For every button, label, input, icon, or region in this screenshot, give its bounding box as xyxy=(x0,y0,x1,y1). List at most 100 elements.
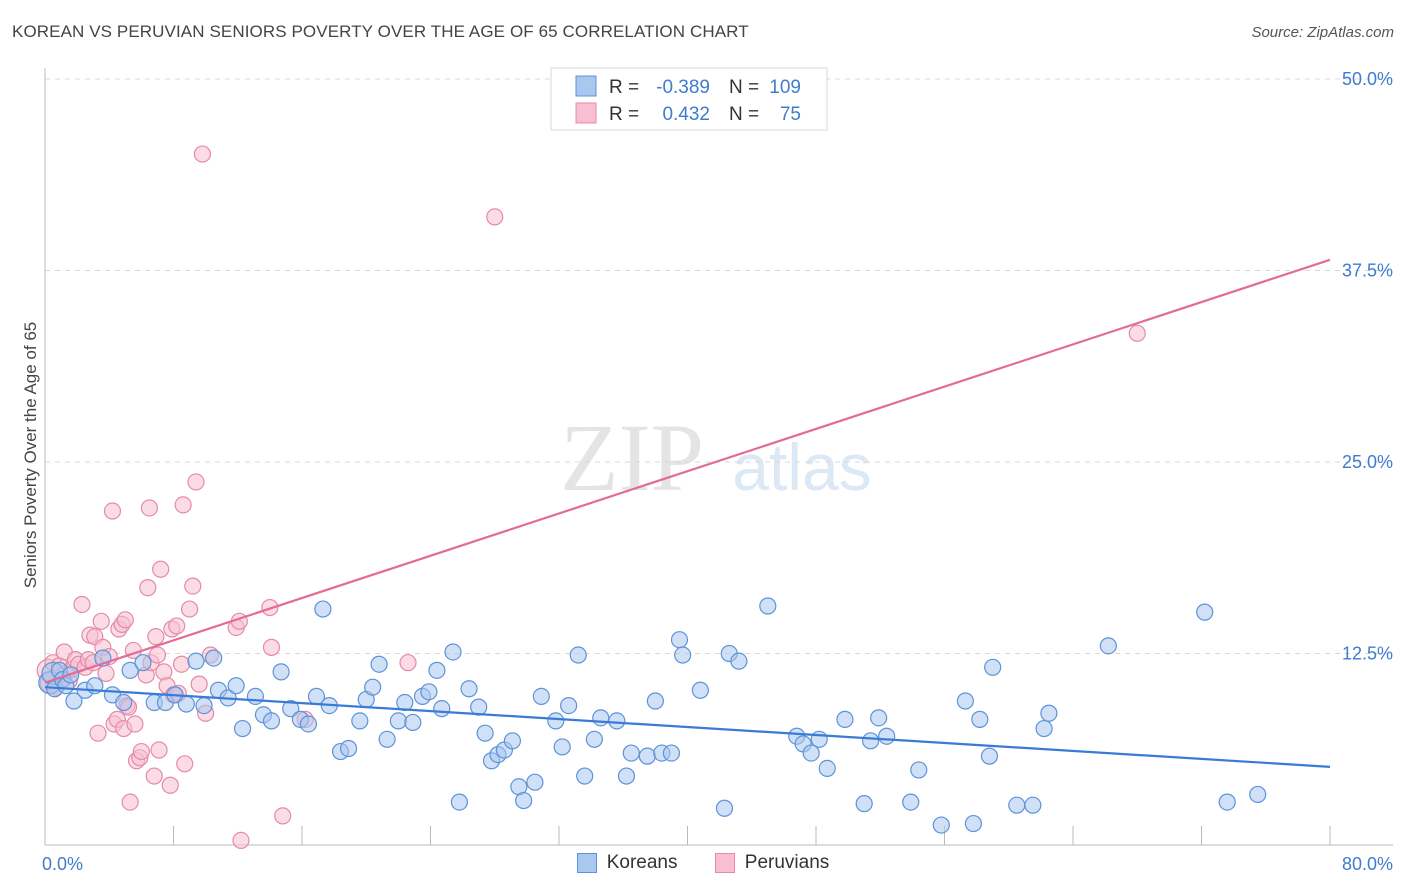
korean-point xyxy=(862,732,880,750)
peruvian-point xyxy=(147,628,165,646)
peruvians-points xyxy=(36,145,1146,850)
korean-point xyxy=(314,600,332,618)
korean-point xyxy=(370,655,388,673)
peruvian-point xyxy=(172,655,191,673)
bottom-legend: Koreans Peruvians xyxy=(0,852,1406,879)
korean-point xyxy=(576,767,594,785)
korean-point xyxy=(674,646,692,664)
korean-point xyxy=(560,696,578,715)
korean-point xyxy=(420,683,438,701)
peruvian-point xyxy=(132,742,150,761)
peruvian-point xyxy=(92,612,110,630)
korean-point xyxy=(404,713,422,732)
korean-point xyxy=(378,730,396,748)
korean-point xyxy=(818,759,836,778)
chart-title: KOREAN VS PERUVIAN SENIORS POVERTY OVER … xyxy=(12,22,749,41)
korean-point xyxy=(670,631,689,649)
peruvians-legend-swatch xyxy=(575,102,597,124)
korean-point xyxy=(227,677,245,695)
watermark-zip: ZIP xyxy=(560,404,704,511)
korean-point xyxy=(1218,793,1236,811)
korean-point xyxy=(1035,719,1053,738)
axes xyxy=(44,68,1393,846)
peruvian-point xyxy=(486,208,504,226)
y-axis-label: Seniors Poverty Over the Age of 65 xyxy=(21,322,40,588)
peruvian-point xyxy=(193,145,212,163)
korean-point xyxy=(299,715,318,733)
source-label: Source: ZipAtlas.com xyxy=(1251,24,1394,41)
peruvian-point xyxy=(399,654,417,672)
peruvian-point xyxy=(145,767,163,785)
korean-point xyxy=(932,816,950,834)
korean-point xyxy=(433,700,451,718)
koreans-r-label: R = xyxy=(609,77,639,98)
stats-legend-box xyxy=(550,67,828,131)
peruvian-point xyxy=(140,499,159,517)
korean-point xyxy=(592,709,610,727)
koreans-swatch xyxy=(576,853,597,873)
peruvian-point xyxy=(168,617,186,635)
korean-point xyxy=(1008,796,1026,814)
peruvian-point xyxy=(176,755,194,773)
peruvian-point xyxy=(152,560,170,578)
koreans-trend-line xyxy=(44,686,1331,768)
korean-point xyxy=(526,773,544,791)
peruvian-point xyxy=(97,664,115,683)
peruvian-point xyxy=(184,577,202,595)
korean-point xyxy=(964,814,983,833)
peruvian-point xyxy=(150,741,168,759)
y-tick-label: 37.5% xyxy=(1342,261,1393,281)
koreans-points xyxy=(38,597,1267,834)
koreans-r-value: -0.389 xyxy=(656,77,710,98)
peruvian-point xyxy=(103,502,122,520)
peruvian-point xyxy=(274,807,292,825)
trend-lines xyxy=(44,258,1331,768)
korean-point xyxy=(980,747,999,765)
korean-point xyxy=(984,658,1002,676)
korean-point xyxy=(1099,637,1117,655)
korean-point xyxy=(1249,785,1267,804)
korean-point xyxy=(272,663,290,681)
peruvians-r-value: 0.432 xyxy=(662,104,710,125)
korean-point xyxy=(121,661,139,679)
peruvian-point xyxy=(73,595,91,614)
korean-point xyxy=(262,712,281,730)
korean-point xyxy=(351,712,369,730)
korean-point xyxy=(233,719,252,738)
koreans-n-value: 109 xyxy=(769,77,801,98)
korean-point xyxy=(1196,603,1214,621)
korean-point xyxy=(902,793,920,811)
korean-point xyxy=(569,646,587,664)
korean-point xyxy=(1040,704,1058,722)
korean-point xyxy=(246,687,265,705)
legend-item-peruvians[interactable]: Peruvians xyxy=(714,852,829,874)
korean-point xyxy=(460,680,478,698)
y-tick-label: 25.0% xyxy=(1342,452,1393,472)
peruvian-point xyxy=(1128,324,1146,342)
peruvian-point xyxy=(139,579,157,597)
korean-point xyxy=(282,700,300,718)
legend-item-koreans[interactable]: Koreans xyxy=(576,852,678,874)
korean-point xyxy=(971,710,989,728)
korean-point xyxy=(553,738,571,756)
korean-point xyxy=(956,692,974,710)
korean-point xyxy=(339,739,358,758)
legend-label-koreans: Koreans xyxy=(606,852,678,873)
watermark-atlas: atlas xyxy=(732,430,871,504)
korean-point xyxy=(532,687,550,705)
korean-point xyxy=(115,693,133,712)
peruvian-point xyxy=(187,473,205,491)
korean-point xyxy=(515,791,533,810)
korean-point xyxy=(134,654,152,672)
x-tick-label: 80.0% xyxy=(1342,854,1393,874)
korean-point xyxy=(187,652,205,670)
korean-point xyxy=(476,724,494,742)
koreans-legend-swatch xyxy=(575,75,597,97)
korean-point xyxy=(547,712,565,730)
korean-point xyxy=(364,678,382,696)
korean-point xyxy=(759,597,777,615)
korean-point xyxy=(585,730,603,748)
korean-point xyxy=(646,692,664,710)
korean-point xyxy=(910,761,928,779)
peruvians-swatch xyxy=(714,853,735,873)
